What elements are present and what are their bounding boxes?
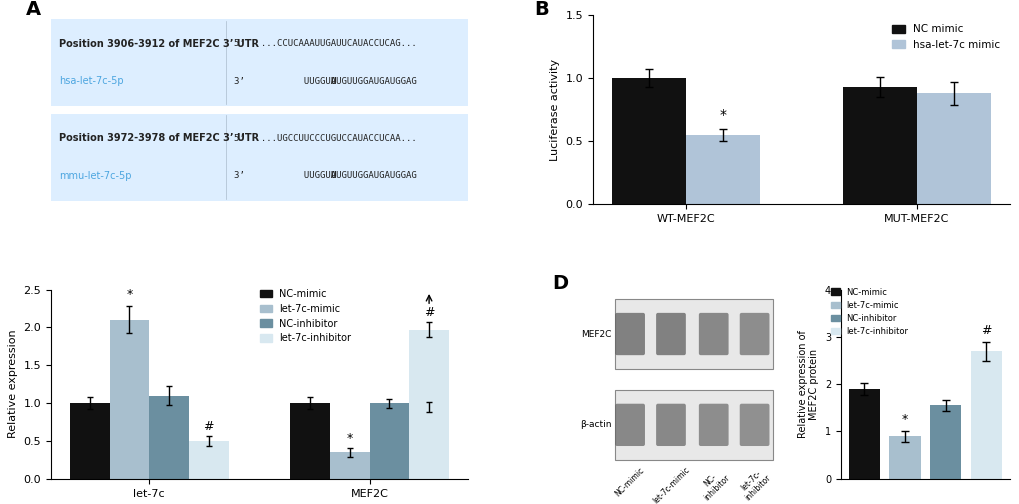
- FancyBboxPatch shape: [614, 313, 644, 355]
- Text: NC-mimic: NC-mimic: [613, 466, 646, 498]
- Text: mmu-let-7c-5p: mmu-let-7c-5p: [59, 171, 131, 181]
- FancyBboxPatch shape: [655, 404, 685, 446]
- Text: MEF2C: MEF2C: [581, 330, 611, 339]
- Text: #: #: [424, 306, 434, 319]
- Bar: [70, 403, 109, 479]
- Bar: [842, 87, 916, 205]
- Text: *: *: [718, 108, 726, 122]
- Text: *: *: [901, 413, 907, 426]
- Legend: NC-mimic, let-7c-mimic, NC-inhibitor, let-7c-inhibitor: NC-mimic, let-7c-mimic, NC-inhibitor, le…: [827, 284, 911, 339]
- Bar: [189, 441, 228, 479]
- Bar: [329, 452, 369, 479]
- Bar: [409, 407, 448, 479]
- Text: Position 3972-3978 of MEF2C 3’ UTR: Position 3972-3978 of MEF2C 3’ UTR: [59, 133, 259, 143]
- FancyBboxPatch shape: [698, 313, 728, 355]
- Y-axis label: Relative expression of
MEF2C protein: Relative expression of MEF2C protein: [797, 330, 818, 438]
- Text: *: *: [126, 288, 132, 301]
- FancyBboxPatch shape: [655, 313, 685, 355]
- Text: let-7c-mimic: let-7c-mimic: [650, 466, 691, 504]
- FancyBboxPatch shape: [698, 404, 728, 446]
- Bar: [848, 389, 879, 479]
- Legend: NC mimic, hsa-let-7c mimic: NC mimic, hsa-let-7c mimic: [888, 20, 1004, 54]
- Text: U: U: [330, 171, 336, 180]
- FancyBboxPatch shape: [51, 106, 468, 113]
- FancyBboxPatch shape: [614, 404, 644, 446]
- Bar: [149, 396, 189, 479]
- Bar: [970, 351, 1001, 479]
- Bar: [685, 135, 759, 205]
- Text: 3’           UUGGUAUGUUGGAUGAUGGAG: 3’ UUGGUAUGUUGGAUGAUGGAG: [234, 77, 417, 86]
- Bar: [409, 330, 448, 479]
- Bar: [916, 93, 989, 205]
- Y-axis label: Relative expression: Relative expression: [8, 330, 18, 438]
- Bar: [109, 320, 149, 479]
- FancyBboxPatch shape: [739, 404, 768, 446]
- FancyBboxPatch shape: [51, 19, 468, 106]
- Bar: [369, 403, 409, 479]
- Bar: [929, 405, 961, 479]
- Text: β-actin: β-actin: [580, 420, 611, 429]
- Bar: [290, 403, 329, 479]
- Legend: NC-mimic, let-7c-mimic, NC-inhibitor, let-7c-inhibitor: NC-mimic, let-7c-mimic, NC-inhibitor, le…: [256, 285, 355, 347]
- Text: #: #: [204, 420, 214, 432]
- Text: 3’           UUGGUAUGUUGGAUGAUGGAG: 3’ UUGGUAUGUUGGAUGAUGGAG: [234, 171, 417, 180]
- Text: U: U: [330, 77, 336, 86]
- Text: 5’   ...UGCCUUCCCUGUCCAUACCUCAA...: 5’ ...UGCCUUCCCUGUCCAUACCUCAA...: [234, 134, 417, 143]
- FancyBboxPatch shape: [614, 390, 772, 460]
- Bar: [889, 436, 920, 479]
- Text: 5’   ...CCUCAAAUUGAUUCAUACCUCAG...: 5’ ...CCUCAAAUUGAUUCAUACCUCAG...: [234, 39, 417, 48]
- Text: A: A: [25, 0, 41, 19]
- Text: hsa-let-7c-5p: hsa-let-7c-5p: [59, 77, 124, 86]
- Y-axis label: Luciferase activity: Luciferase activity: [549, 58, 559, 161]
- Text: NC-
inhibitor: NC- inhibitor: [695, 466, 732, 502]
- Text: let-7c-
inhibitor: let-7c- inhibitor: [736, 466, 772, 502]
- FancyBboxPatch shape: [51, 113, 468, 201]
- Text: B: B: [534, 0, 549, 19]
- Bar: [611, 78, 685, 205]
- FancyBboxPatch shape: [739, 313, 768, 355]
- Text: #: #: [980, 324, 990, 337]
- Text: *: *: [346, 432, 353, 445]
- Text: D: D: [551, 274, 568, 293]
- Text: Position 3906-3912 of MEF2C 3’ UTR: Position 3906-3912 of MEF2C 3’ UTR: [59, 38, 259, 48]
- FancyBboxPatch shape: [614, 299, 772, 369]
